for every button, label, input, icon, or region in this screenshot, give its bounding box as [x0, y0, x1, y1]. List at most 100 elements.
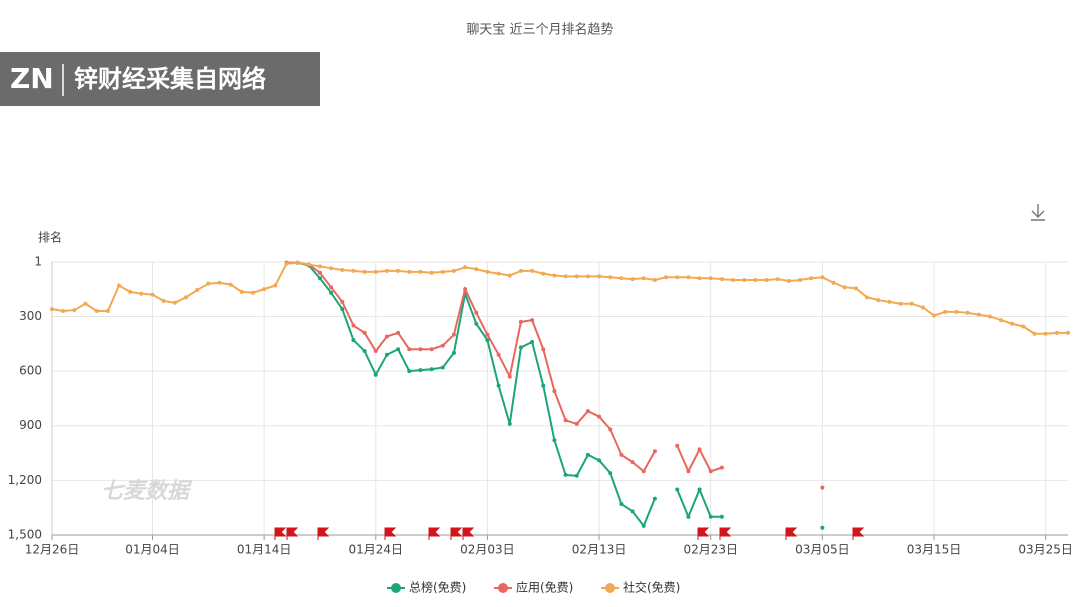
data-point	[585, 452, 590, 457]
data-point	[708, 514, 713, 519]
data-point	[619, 276, 624, 281]
data-point	[574, 473, 579, 478]
flag	[428, 527, 441, 540]
data-point	[295, 260, 300, 265]
legend-label: 应用(免费)	[516, 580, 573, 595]
flag	[697, 527, 710, 540]
data-point	[362, 330, 367, 335]
data-point	[697, 447, 702, 452]
data-point	[865, 295, 870, 300]
download-icon[interactable]	[1031, 204, 1045, 221]
data-point	[641, 469, 646, 474]
download-arrow[interactable]	[1031, 204, 1045, 221]
data-point	[1010, 321, 1015, 326]
data-point	[94, 308, 99, 313]
data-point	[384, 334, 389, 339]
data-point	[686, 275, 691, 280]
data-point	[1043, 331, 1048, 336]
data-point	[329, 290, 334, 295]
data-point	[496, 352, 501, 357]
data-point	[887, 299, 892, 304]
logo-background	[0, 52, 320, 106]
data-point	[697, 276, 702, 281]
y-tick-label: 1	[34, 255, 42, 269]
series-line	[286, 261, 656, 528]
data-point	[652, 278, 657, 283]
data-point	[139, 291, 144, 296]
data-point	[128, 289, 133, 294]
x-tick-label: 02月13日	[572, 543, 627, 557]
data-point	[697, 487, 702, 492]
data-point	[317, 264, 322, 269]
data-point	[83, 301, 88, 306]
data-point	[563, 418, 568, 423]
x-tick-label: 01月04日	[125, 543, 180, 557]
data-point	[932, 313, 937, 318]
series-line	[51, 261, 1068, 335]
data-point	[831, 280, 836, 285]
x-tick-label: 12月26日	[25, 543, 80, 557]
data-point	[373, 269, 378, 274]
x-tick-label: 03月25日	[1018, 543, 1073, 557]
data-point	[597, 414, 602, 419]
data-point	[50, 307, 54, 312]
watermark: 七麦数据	[101, 479, 193, 504]
data-point	[507, 374, 512, 379]
data-point	[317, 270, 322, 275]
data-point	[853, 286, 858, 291]
flag	[852, 527, 865, 540]
data-point	[250, 290, 255, 295]
data-point	[351, 323, 356, 328]
data-point	[530, 318, 535, 323]
flag	[286, 527, 299, 540]
data-point	[608, 275, 613, 280]
data-point	[429, 270, 434, 275]
data-point	[563, 274, 568, 279]
data-point	[876, 298, 881, 303]
flag	[384, 527, 397, 540]
data-point	[284, 261, 289, 266]
data-point	[418, 347, 423, 352]
data-point	[228, 282, 233, 287]
flag	[719, 527, 732, 540]
data-point	[574, 421, 579, 426]
data-point	[999, 318, 1004, 323]
data-point	[474, 267, 479, 272]
y-tick-label: 600	[19, 364, 42, 378]
data-point	[585, 274, 590, 279]
data-point	[708, 276, 713, 281]
data-point	[507, 273, 512, 278]
y-tick-label: 300	[19, 309, 42, 323]
data-point	[809, 276, 814, 281]
data-point	[842, 285, 847, 290]
data-point	[496, 383, 501, 388]
data-point	[820, 525, 825, 530]
legend: 总榜(免费) 应用(免费) 社交(免费)	[387, 580, 680, 595]
data-point	[675, 443, 680, 448]
data-point	[708, 469, 713, 474]
data-point	[652, 449, 657, 454]
data-point	[340, 299, 345, 304]
data-point	[976, 312, 981, 317]
data-point	[116, 283, 121, 288]
data-point	[217, 280, 222, 285]
data-point	[150, 292, 155, 297]
data-point	[485, 338, 490, 343]
data-point	[351, 268, 356, 273]
data-point	[530, 268, 535, 273]
data-point	[239, 289, 244, 294]
data-point	[429, 367, 434, 372]
data-point	[384, 352, 389, 357]
data-point	[485, 332, 490, 337]
data-point	[630, 509, 635, 514]
data-point	[474, 310, 479, 315]
data-point	[552, 438, 557, 443]
data-point	[954, 309, 959, 314]
data-point	[898, 301, 903, 306]
data-point	[418, 269, 423, 274]
data-point	[396, 347, 401, 352]
logo-caption: 锌财经采集自网络	[74, 65, 266, 93]
data-point	[507, 421, 512, 426]
flag	[462, 527, 475, 540]
